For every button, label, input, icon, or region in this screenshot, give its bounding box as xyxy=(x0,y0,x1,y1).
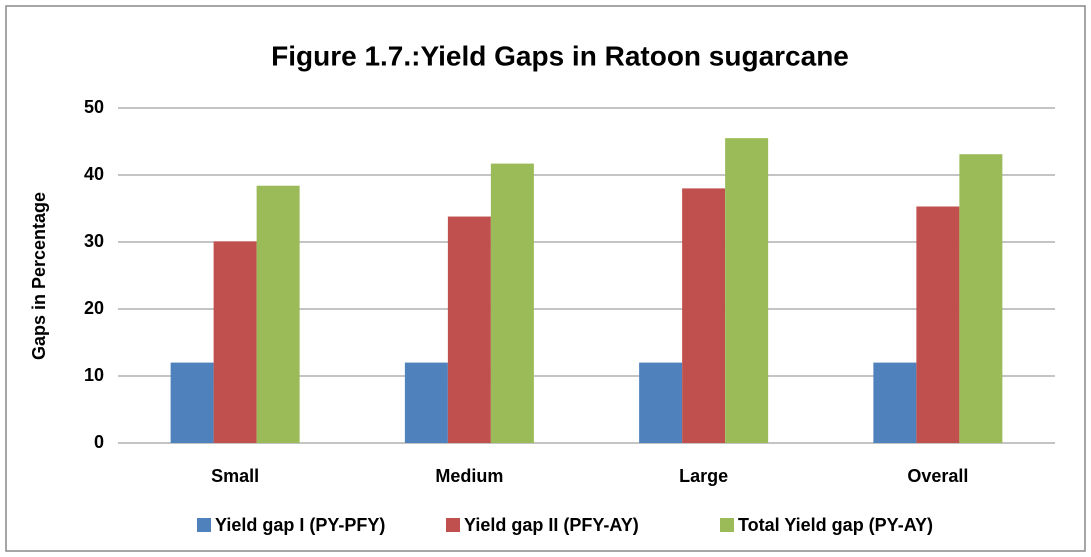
bar xyxy=(682,188,726,443)
bar xyxy=(170,362,214,443)
bar xyxy=(639,362,683,443)
y-tick-label: 50 xyxy=(84,97,104,117)
bar xyxy=(256,185,300,443)
bar xyxy=(447,216,491,443)
bar xyxy=(916,206,960,443)
x-tick-label: Large xyxy=(679,466,728,486)
x-tick-label: Medium xyxy=(435,466,503,486)
bar xyxy=(725,138,769,443)
y-tick-label: 40 xyxy=(84,164,104,184)
y-tick-label: 10 xyxy=(84,365,104,385)
y-tick-label: 20 xyxy=(84,298,104,318)
legend-label: Total Yield gap (PY-AY) xyxy=(738,515,933,535)
bar xyxy=(490,163,534,444)
bar xyxy=(873,362,917,443)
legend-swatch xyxy=(720,518,734,532)
legend-swatch xyxy=(197,518,211,532)
x-tick-label: Small xyxy=(211,466,259,486)
bar xyxy=(404,362,448,443)
legend-label: Yield gap II (PFY-AY) xyxy=(464,515,639,535)
chart-title: Figure 1.7.:Yield Gaps in Ratoon sugarca… xyxy=(271,40,849,71)
y-axis-label: Gaps in Percentage xyxy=(29,192,49,360)
chart-border xyxy=(5,5,1086,552)
y-tick-label: 30 xyxy=(84,231,104,251)
legend-swatch xyxy=(446,518,460,532)
bar xyxy=(959,154,1003,444)
y-tick-label: 0 xyxy=(94,432,104,452)
x-tick-label: Overall xyxy=(907,466,968,486)
legend-label: Yield gap I (PY-PFY) xyxy=(215,515,385,535)
bar xyxy=(213,241,257,443)
